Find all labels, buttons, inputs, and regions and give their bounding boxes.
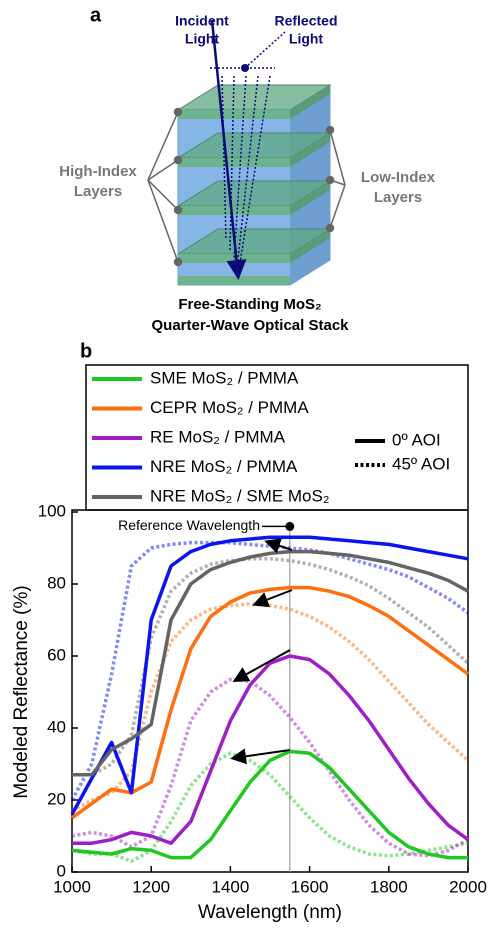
series-line <box>72 557 470 777</box>
series-line <box>72 654 470 845</box>
slab-side <box>290 181 330 215</box>
reference-dot <box>285 521 295 531</box>
caption: Free-Standing MoS₂ <box>178 296 321 313</box>
slab-front <box>178 206 290 215</box>
x-tick-label: 1200 <box>132 877 170 896</box>
panel-label: a <box>90 4 102 26</box>
connectors <box>147 107 346 267</box>
incident-label: Incident <box>175 13 229 29</box>
x-axis-label: Wavelength (nm) <box>198 902 342 923</box>
low-index-label: Layers <box>374 189 422 206</box>
shift-arrows <box>230 538 293 765</box>
legend-label: NRE MoS₂ / PMMA <box>150 457 298 476</box>
slab-front <box>178 254 290 263</box>
y-tick-label: 0 <box>57 861 66 880</box>
y-axis-label: Modeled Reflectance (%) <box>11 585 32 798</box>
x-tick-label: 1400 <box>211 877 249 896</box>
legend-label: RE MoS₂ / PMMA <box>150 427 286 446</box>
reflected-label: Light <box>289 31 324 47</box>
legend-label: SME MoS₂ / PMMA <box>150 368 299 387</box>
panel-a: a Incident Light Reflected Light High-In… <box>59 4 435 334</box>
y-tick-label: 20 <box>47 789 66 808</box>
series-line <box>71 751 469 863</box>
legend-label: NRE MoS₂ / SME MoS₂ <box>150 486 329 505</box>
incident-label: Light <box>185 31 220 47</box>
reflection-dot <box>241 64 249 72</box>
legend-label: CEPR MoS₂ / PMMA <box>150 398 309 417</box>
series-line <box>70 585 470 820</box>
high-index-label: High-Index <box>59 163 137 180</box>
slab-front <box>178 158 290 167</box>
slab-side <box>290 85 330 119</box>
slab-side <box>290 133 330 167</box>
stack-bottom <box>178 276 290 285</box>
y-tick-label: 80 <box>47 573 66 592</box>
x-tick-label: 1000 <box>53 877 91 896</box>
series-line <box>70 540 470 801</box>
x-tick-label: 1800 <box>370 877 408 896</box>
y-tick-label: 60 <box>47 645 66 664</box>
high-index-label: Layers <box>74 183 122 200</box>
y-tick-label: 40 <box>47 717 66 736</box>
panel-label: b <box>80 340 92 362</box>
slab-front <box>178 110 290 119</box>
series-line <box>72 549 469 777</box>
incident-ray <box>210 19 247 280</box>
reflected-label: Reflected <box>274 13 337 29</box>
plot-frame <box>71 509 469 873</box>
style-label: 0º AOI <box>392 430 441 449</box>
series-line <box>71 677 469 858</box>
y-tick-label: 100 <box>38 501 66 520</box>
x-tick-label: 2000 <box>449 877 487 896</box>
high-index-layers <box>176 84 332 285</box>
x-tick-label: 1600 <box>291 877 329 896</box>
caption: Quarter-Wave Optical Stack <box>151 317 349 334</box>
style-label: 45º AOI <box>392 454 450 473</box>
series-line <box>71 749 468 860</box>
low-index-label: Low-Index <box>361 169 436 186</box>
reference-label: Reference Wavelength <box>118 517 260 533</box>
slab-side <box>290 229 330 263</box>
